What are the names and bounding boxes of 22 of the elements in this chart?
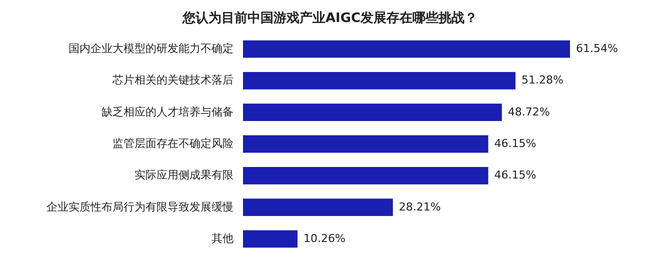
- y-tick-label: 其他: [212, 232, 234, 245]
- bar: [243, 104, 502, 122]
- y-tick-label: 芯片相关的关键技术落后: [112, 74, 234, 87]
- data-label: 46.15%: [494, 137, 536, 150]
- bar: [243, 230, 298, 248]
- bar: [243, 166, 488, 184]
- data-label: 46.15%: [494, 168, 536, 182]
- y-tick-label: 企业实质性布局行为有限导致发展缓慢: [46, 200, 234, 214]
- data-label: 10.26%: [304, 232, 346, 245]
- y-tick-label: 实际应用侧成果有限: [134, 168, 234, 182]
- bar: [243, 72, 516, 90]
- bar: [243, 135, 488, 153]
- y-tick-label: 国内企业大模型的研发能力不确定: [68, 42, 234, 56]
- data-label: 61.54%: [576, 42, 618, 56]
- y-tick-label: 监管层面存在不确定风险: [112, 137, 234, 150]
- chart-title: 您认为目前中国游戏产业AIGC发展存在哪些挑战？: [181, 10, 479, 27]
- bar: [243, 40, 570, 58]
- bar: [243, 198, 393, 216]
- data-label: 28.21%: [398, 200, 441, 214]
- y-tick-label: 缺乏相应的人才培养与储备: [102, 105, 234, 118]
- data-label: 48.72%: [508, 105, 550, 118]
- data-label: 51.28%: [521, 74, 564, 87]
